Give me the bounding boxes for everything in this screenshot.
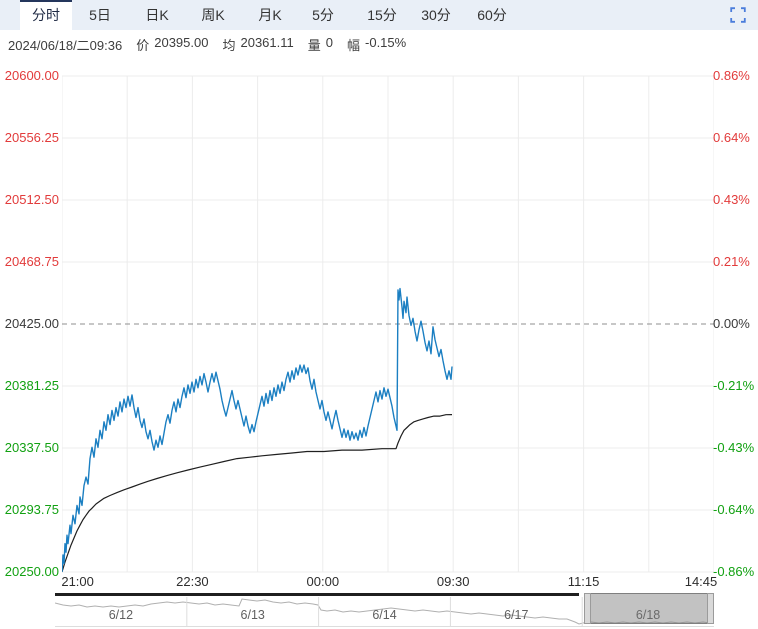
y-axis-price-label: 20556.25 <box>4 130 59 145</box>
y-axis-price-label: 20250.00 <box>4 564 59 579</box>
change-value: -0.15% <box>365 34 407 50</box>
quote-average: 均 20361.11 <box>222 35 293 54</box>
y-axis-price-label: 20468.75 <box>4 254 59 269</box>
y-axis-price-label: 20293.75 <box>4 502 59 517</box>
x-axis-time-label: 21:00 <box>61 574 94 589</box>
navigator-sparkline-area <box>55 593 711 626</box>
date-range-navigator[interactable]: 6/12 6/13 6/14 6/17 6/18 <box>55 593 714 627</box>
y-axis-percent-label: -0.64% <box>713 502 755 517</box>
tab-day-k[interactable]: 日K <box>145 7 169 23</box>
volume-label: 量 <box>307 37 321 53</box>
average-value: 20361.11 <box>240 34 294 50</box>
y-axis-price-label: 20512.50 <box>4 192 59 207</box>
tab-month-k[interactable]: 月K <box>258 7 282 23</box>
navigator-date-label: 6/14 <box>372 608 397 622</box>
average-label: 均 <box>222 37 236 53</box>
y-axis-percent-label: -0.86% <box>713 564 755 579</box>
change-label: 幅 <box>347 37 361 53</box>
y-axis-price-label: 20425.00 <box>4 316 59 331</box>
tab-week-k[interactable]: 周K <box>201 7 225 23</box>
navigator-left-handle[interactable] <box>584 593 591 624</box>
x-axis-time-label: 00:00 <box>306 574 340 589</box>
quote-change: 幅 -0.15% <box>347 35 406 54</box>
y-axis-price-label: 20337.50 <box>4 440 59 455</box>
average-price-line <box>62 414 453 573</box>
quote-datetime: 2024/06/18/二09:36 <box>8 37 123 53</box>
tab-60min[interactable]: 60分 <box>477 7 507 23</box>
tab-5min[interactable]: 5分 <box>312 7 334 23</box>
quote-price: 价 20395.00 <box>136 35 208 54</box>
x-axis-time-label: 11:15 <box>567 574 600 589</box>
y-axis-percent-label: -0.43% <box>713 440 755 455</box>
price-value: 20395.00 <box>154 34 209 50</box>
intraday-chart-plot-area[interactable] <box>62 64 714 576</box>
y-axis-percent-label: 0.21% <box>713 254 750 269</box>
period-tabbar: 分时 5日 日K 周K 月K 5分 15分 30分 60分 <box>0 0 758 30</box>
tab-5d[interactable]: 5日 <box>89 7 111 23</box>
y-axis-percent-label: 0.00% <box>713 316 750 331</box>
navigator-date-label: 6/18 <box>635 608 661 622</box>
quote-info-bar: 2024/06/18/二09:36 价 20395.00 均 20361.11 … <box>0 32 758 56</box>
x-axis-time-label: 22:30 <box>176 574 209 589</box>
fullscreen-icon[interactable] <box>730 7 746 23</box>
price-label: 价 <box>136 37 150 53</box>
navigator-right-handle[interactable] <box>707 593 714 624</box>
navigator-date-label: 6/13 <box>240 608 265 622</box>
volume-value: 0 <box>325 34 333 50</box>
price-line <box>62 287 453 573</box>
y-axis-price-label: 20600.00 <box>4 68 59 83</box>
navigator-selection[interactable] <box>584 593 714 624</box>
tab-30min[interactable]: 30分 <box>421 7 451 23</box>
navigator-date-label: 6/17 <box>504 608 529 622</box>
navigator-date-label: 6/12 <box>108 608 134 622</box>
y-axis-percent-label: 0.64% <box>713 130 750 145</box>
y-axis-percent-label: -0.21% <box>713 378 755 393</box>
y-axis-price-label: 20381.25 <box>4 378 59 393</box>
y-axis-percent-label: 0.43% <box>713 192 750 207</box>
y-axis-percent-label: 0.86% <box>713 68 750 83</box>
tab-fenshi[interactable]: 分时 <box>20 0 72 30</box>
x-axis-time-label: 14:45 <box>684 574 718 589</box>
tab-15min[interactable]: 15分 <box>367 7 397 23</box>
quote-volume: 量 0 <box>308 35 333 54</box>
navigator-top-bar <box>55 593 579 596</box>
x-axis-time-label: 09:30 <box>436 574 470 589</box>
navigator-sparkline <box>55 598 711 625</box>
